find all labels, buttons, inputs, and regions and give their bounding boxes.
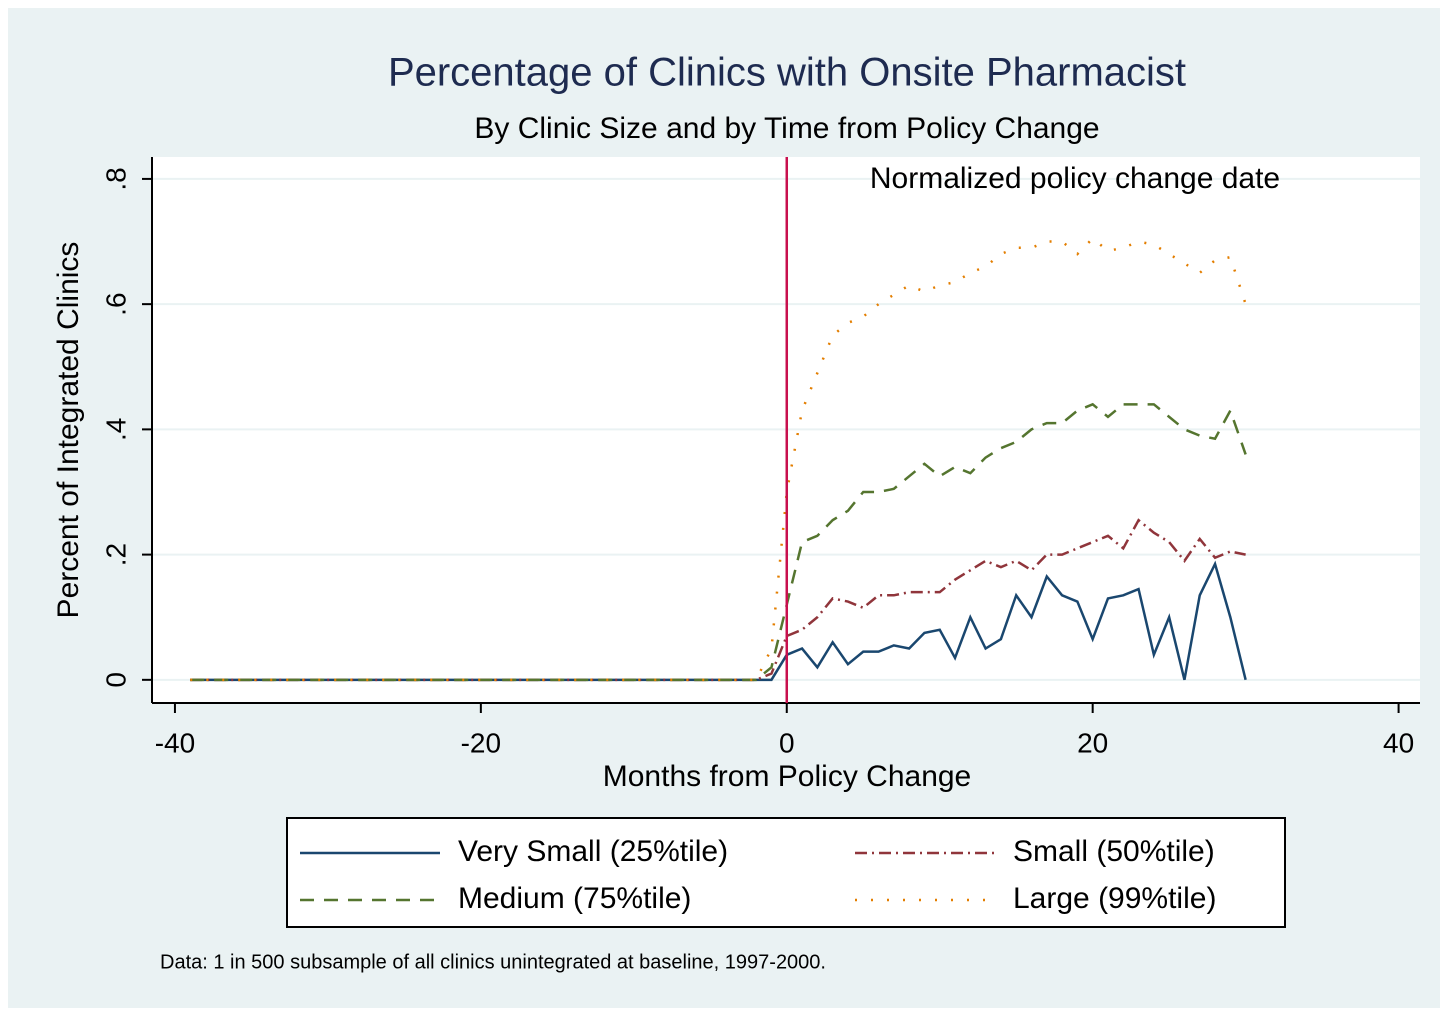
x-tick-label: -40 — [155, 727, 195, 758]
legend-label: Very Small (25%tile) — [458, 835, 728, 868]
x-tick-label: 40 — [1383, 727, 1414, 758]
y-axis-title: Percent of Integrated Clinics — [52, 242, 85, 619]
chart-title: Percentage of Clinics with Onsite Pharma… — [388, 51, 1186, 95]
x-tick-label: 20 — [1077, 727, 1108, 758]
legend-label: Medium (75%tile) — [458, 882, 691, 915]
y-tick-label: .2 — [100, 543, 131, 566]
y-tick-label: .8 — [100, 167, 131, 190]
y-tick-label: 0 — [100, 672, 131, 688]
chart-subtitle: By Clinic Size and by Time from Policy C… — [474, 112, 1099, 145]
legend-label: Large (99%tile) — [1013, 882, 1216, 915]
x-tick-label: -20 — [461, 727, 501, 758]
legend-box — [286, 817, 1286, 928]
note: Data: 1 in 500 subsample of all clinics … — [160, 951, 826, 973]
x-tick-label: 0 — [779, 727, 795, 758]
reference-line-label: Normalized policy change date — [870, 162, 1280, 195]
series-line — [190, 402, 1247, 682]
legend-label: Small (50%tile) — [1013, 835, 1215, 868]
x-axis-title: Months from Policy Change — [603, 760, 972, 793]
y-tick-label: .6 — [100, 292, 131, 315]
y-tick-label: .4 — [100, 418, 131, 441]
